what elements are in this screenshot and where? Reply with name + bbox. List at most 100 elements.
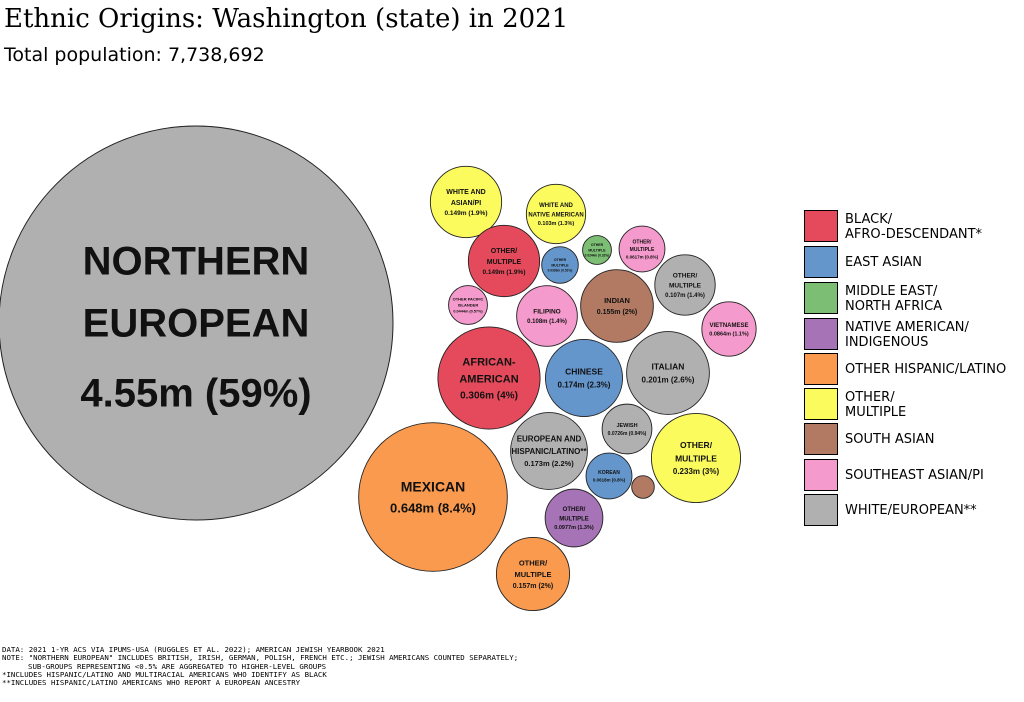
bubble-value-label: 0.0393m (0.51%) (548, 269, 573, 273)
legend-label: OTHER HISPANIC/LATINO (845, 362, 1007, 377)
bubble-name-label: VIETNAMESE (709, 323, 748, 329)
footnote-note: NOTE: "NORTHERN EUROPEAN" INCLUDES BRITI… (2, 653, 519, 663)
legend-swatch (804, 459, 838, 491)
bubble-value-label: 0.0977m (1.3%) (554, 525, 594, 531)
legend-label: WHITE/EUROPEAN** (845, 503, 977, 518)
bubble-name-label: OTHER/ (680, 440, 713, 450)
bubble-value-label: 0.0444m (0.57%) (453, 309, 483, 313)
bubble-circle (582, 235, 612, 265)
bubble-name-label: OTHER (554, 258, 567, 262)
bubble-circle (654, 254, 716, 316)
bubble-circle (358, 422, 508, 572)
legend-label: BLACK/ AFRO-DESCENDANT* (845, 212, 983, 242)
bubble-circle (516, 285, 578, 347)
bubble-name-label: OTHER/ (563, 507, 586, 513)
bubble-name-label: MULTIPLE (675, 453, 717, 463)
bubble-name-label: ISLANDER (458, 303, 479, 308)
bubble-name-label: OTHER/ (519, 558, 548, 567)
bubble-name-label: MULTIPLE (515, 570, 552, 579)
bubble: OTHER/MULTIPLE 0.149m (1.9%) (467, 224, 541, 298)
bubble-name-label: EUROPEAN AND (517, 435, 582, 444)
bubble-name-label: MULTIPLE (630, 247, 655, 253)
bubble-circle (467, 224, 541, 298)
legend-label: SOUTHEAST ASIAN/PI (845, 468, 984, 483)
legend-swatch (804, 246, 838, 278)
bubble-name-label: NATIVE AMERICAN (528, 212, 583, 218)
bubble: VIETNAMESE 0.0864m (1.1%) (701, 301, 757, 357)
legend-swatch (804, 210, 838, 242)
bubble-value-label: 0.201m (2.6%) (642, 375, 695, 384)
footnotes: DATA: 2021 1-YR ACS VIA IPUMS-USA (RUGGL… (2, 645, 519, 688)
bubble-value-label: 0.0726m (0.94%) (608, 431, 647, 437)
bubble: CHINESE 0.174m (2.3%) (545, 339, 623, 417)
bubble-circle (618, 225, 666, 273)
bubble-value-label: 0.149m (1.9%) (445, 210, 488, 217)
bubble-name-label: ASIAN/PI (451, 200, 481, 207)
bubble-name-label: MULTIPLE (669, 283, 702, 290)
bubble: OTHER/MULTIPLE 0.157m (2%) (495, 536, 571, 612)
bubble-name-label: WHITE AND (539, 203, 573, 209)
bubble: OTHER/MULTIPLE 0.107m (1.4%) (654, 254, 716, 316)
bubble-circle (650, 412, 742, 504)
legend-label: MIDDLE EAST/ NORTH AFRICA (845, 284, 943, 314)
bubble-value-label: 0.0617m (0.8%) (626, 254, 659, 259)
bubble-value-label: 0.0618m (0.8%) (593, 477, 626, 482)
bubble-circle (601, 403, 653, 455)
bubble-circle (448, 285, 488, 325)
chart-subtitle: Total population: 7,738,692 (4, 44, 265, 66)
footnote-european: **INCLUDES HISPANIC/LATINO AMERICANS WHO… (2, 678, 301, 688)
legend-item-white: WHITE/EUROPEAN** (804, 494, 1022, 528)
legend-swatch (804, 494, 838, 526)
bubble-value-label: 0.233m (3%) (673, 467, 720, 476)
legend-item-se-asian: SOUTHEAST ASIAN/PI (804, 459, 1022, 493)
bubble-name-label: OTHER/ (491, 248, 518, 255)
bubble-name-label: INDIAN (604, 296, 630, 305)
bubble-name-label: EUROPEAN (83, 302, 310, 346)
bubble-circle (701, 301, 757, 357)
bubble-value-label: 0.173m (2.2%) (524, 459, 574, 468)
bubble-circle (544, 488, 604, 548)
bubble-name-label: OTHER PACIFIC (453, 296, 484, 301)
footnote-black: *INCLUDES HISPANIC/LATINO AND MULTIRACIA… (2, 669, 327, 679)
bubble-name-label: MEXICAN (401, 479, 466, 495)
bubble-name-label: OTHER/ (633, 239, 653, 245)
bubble: OTHER/MULTIPLE 0.233m (3%) (650, 412, 742, 504)
bubble-circle (541, 246, 579, 284)
bubble-name-label: OTHER (591, 243, 604, 247)
bubble-name-label: HISPANIC/LATINO** (511, 447, 587, 456)
legend-item-black: BLACK/ AFRO-DESCENDANT* (804, 210, 1022, 244)
bubble: MEXICAN 0.648m (8.4%) (358, 422, 508, 572)
legend-label: EAST ASIAN (845, 255, 923, 270)
bubble-name-label: CHINESE (565, 367, 603, 377)
bubble-name-label: NORTHERN (83, 240, 310, 284)
bubble-circle (626, 331, 710, 415)
bubble-circle (585, 452, 633, 500)
bubble-value-label: 0.149m (1.9%) (483, 269, 526, 276)
bubble-value-label: 0.103m (1.3%) (538, 221, 575, 227)
bubble-value-label: 0.0864m (1.1%) (709, 332, 749, 338)
bubble: WHITE AND NATIVE AMERICAN 0.103m (1.3%) (525, 183, 587, 245)
bubble-value-label: 0.306m (4%) (460, 390, 518, 401)
footnote-note-cont: SUB-GROUPS REPRESENTING <0.5% ARE AGGREG… (28, 661, 327, 671)
bubble-value-label: 0.157m (2%) (513, 583, 553, 590)
bubble-circle (580, 269, 654, 343)
bubble-value-label: 0.155m (2%) (597, 309, 637, 316)
legend-swatch (804, 282, 838, 314)
legend-swatch (804, 388, 838, 420)
bubble-name-label: OTHER/ (673, 273, 698, 280)
bubble-name-label: MULTIPLE (588, 248, 606, 252)
legend-swatch (804, 423, 838, 455)
legend-item-native: NATIVE AMERICAN/ INDIGENOUS (804, 318, 1022, 352)
legend-swatch (804, 318, 838, 350)
bubble: ITALIAN 0.201m (2.6%) (626, 331, 710, 415)
bubble-circle (429, 165, 503, 239)
bubble: OTHER/MULTIPLE 0.0977m (1.3%) (544, 488, 604, 548)
legend-item-hispanic: OTHER HISPANIC/LATINO (804, 353, 1022, 387)
bubble-value-label: 0.107m (1.4%) (665, 293, 705, 299)
bubble-circle (510, 412, 588, 490)
